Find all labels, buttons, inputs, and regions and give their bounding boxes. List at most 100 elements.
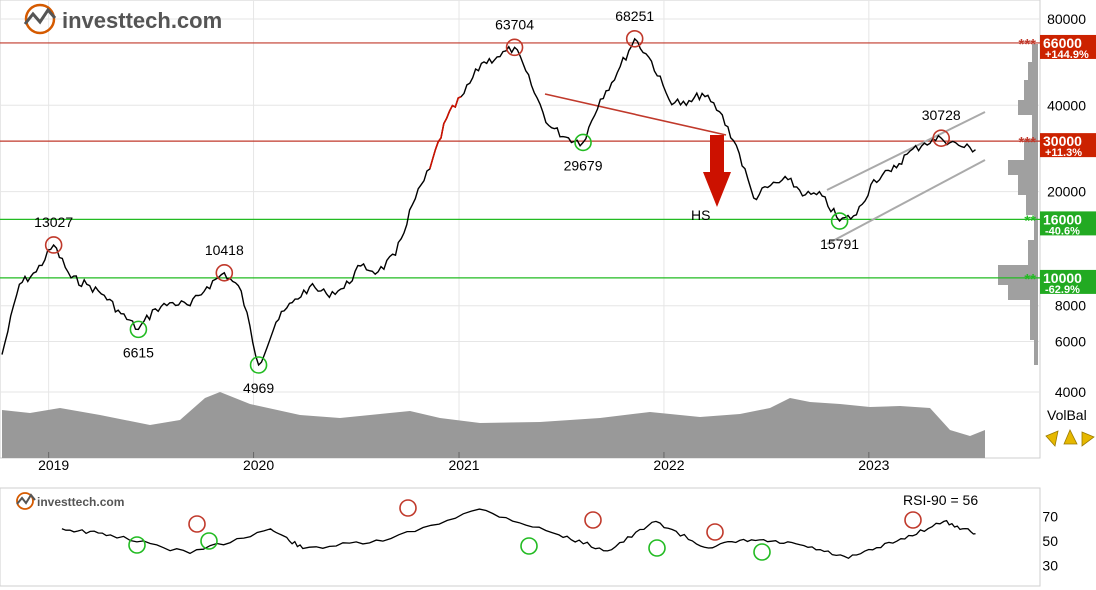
extreme-marker: [932, 129, 951, 147]
volume-profile-bar: [1032, 115, 1038, 140]
rsi-logo[interactable]: investtech.com: [16, 492, 124, 510]
rsi-panel-frame: [0, 487, 1041, 587]
sell-arrow-icon: [703, 135, 731, 207]
volume-profile-bar: [1034, 340, 1038, 365]
rsi-panel: 70 50 30 investtech.com RSI-90 = 56: [0, 487, 1058, 587]
logo-chart-icon: [23, 7, 57, 25]
support-resistance-lines: [0, 42, 1040, 279]
extreme-markers: 13027 6615 10418 4969 63704 29679 68251 15791 30…: [34, 8, 961, 396]
extreme-label: 63704: [495, 16, 534, 32]
level-badge-bg: [1040, 269, 1096, 294]
rsi-value-label: RSI-90 = 56: [903, 492, 978, 508]
channel-upper-line: [826, 111, 986, 191]
level-badge-value: 30000: [1043, 133, 1082, 149]
level-badge-change: +11.3%: [1045, 147, 1082, 159]
logo-ring-icon: [24, 3, 56, 35]
level-badge-change: -40.6%: [1045, 225, 1080, 237]
rsi-tick-label: 70: [1042, 508, 1058, 524]
volume-profile-bar: [1028, 240, 1038, 265]
rsi-extreme-marker: [399, 499, 417, 517]
level-stars: **: [1024, 271, 1036, 288]
extreme-label: 15791: [820, 236, 859, 252]
volume-balance-fill: [2, 392, 985, 458]
extreme-label: 13027: [34, 214, 73, 230]
rsi-logo-text: investtech.com: [37, 495, 124, 509]
rsi-extreme-marker: [753, 543, 771, 561]
head-shoulders-neckline: [544, 93, 727, 136]
price-series: [1, 37, 976, 367]
extreme-marker: [830, 212, 849, 230]
level-badge-change: -62.9%: [1045, 284, 1080, 296]
trend-channel: [826, 111, 986, 245]
volume-profile-bar: [1018, 100, 1038, 115]
price-line: [1, 37, 976, 367]
extreme-marker: [129, 320, 148, 339]
volume-balance-area: [2, 392, 985, 458]
volume-profile-bar: [1008, 285, 1038, 300]
rsi-markers: [128, 499, 922, 561]
rsi-extreme-marker: [648, 539, 666, 557]
volume-profile-bar: [1030, 300, 1038, 340]
level-badges: *** 66000+144.9% *** 30000+11.3% ** 16000-40.…: [1018, 34, 1096, 296]
rsi-extreme-marker: [584, 511, 602, 529]
extreme-marker: [215, 264, 234, 282]
level-badge-bg: [1040, 211, 1096, 236]
rsi-logo-ring-icon: [16, 492, 34, 510]
level-badge-value: 16000: [1043, 211, 1082, 227]
price-tick-label: 8000: [1055, 298, 1086, 314]
rsi-tick-label: 30: [1042, 558, 1058, 574]
level-stars: ***: [1018, 134, 1036, 151]
volume-profile-bar: [1024, 80, 1038, 100]
volbal-label: VolBal: [1047, 407, 1087, 423]
volume-profile-bar: [998, 265, 1038, 285]
volume-profile-bar: [1024, 140, 1038, 160]
price-panel-frame: [0, 0, 1041, 459]
rsi-series: [61, 508, 976, 560]
extreme-label: 68251: [615, 8, 654, 24]
price-axis: 80000 40000 20000 8000 6000 4000: [1047, 11, 1086, 400]
time-axis: 2019 2020 2021 2022 2023: [38, 452, 890, 473]
volume-profile-bar: [1034, 215, 1038, 240]
logo-text: investtech.com: [62, 8, 222, 33]
extreme-label: 6615: [123, 344, 154, 360]
level-badge-bg: [1040, 133, 1096, 158]
price-tick-label: 40000: [1047, 97, 1086, 113]
price-tick-label: 6000: [1055, 334, 1086, 350]
time-tick-label: 2021: [448, 457, 479, 473]
volbal-arrow-up-icon: [1063, 429, 1078, 445]
extreme-marker: [249, 356, 268, 374]
price-line-signal-segment: [429, 95, 462, 170]
extreme-label: 30728: [922, 107, 961, 123]
volume-profile-bar: [1026, 195, 1038, 215]
volume-profile-bar: [1028, 62, 1038, 80]
channel-lower-line: [826, 159, 986, 245]
extreme-label: 10418: [205, 242, 244, 258]
neckline-line: [544, 93, 727, 136]
time-tick-label: 2022: [653, 457, 684, 473]
rsi-extreme-marker: [200, 532, 218, 550]
level-badge-value: 10000: [1043, 270, 1082, 286]
price-tick-label: 20000: [1047, 184, 1086, 200]
rsi-extreme-marker: [706, 523, 724, 541]
volbal-arrow-down-icon: [1045, 430, 1059, 447]
price-tick-label: 80000: [1047, 11, 1086, 27]
level-badge-change: +144.9%: [1045, 49, 1089, 61]
rsi-extreme-marker: [520, 537, 538, 555]
price-tick-label: 4000: [1055, 384, 1086, 400]
price-panel: 13027 6615 10418 4969 63704 29679 68251 15791 30…: [0, 0, 1096, 473]
volume-profile-bar: [1018, 175, 1038, 195]
level-badge-value: 66000: [1043, 35, 1082, 51]
pattern-label: HS: [691, 207, 710, 223]
extreme-marker: [625, 29, 644, 48]
sell-signal-arrow: [703, 135, 731, 207]
investtech-logo[interactable]: investtech.com: [23, 3, 222, 35]
price-grid: [0, 0, 1040, 458]
extreme-label: 4969: [243, 380, 274, 396]
level-stars: **: [1024, 212, 1036, 229]
rsi-tick-label: 50: [1042, 533, 1058, 549]
rsi-line: [61, 508, 976, 560]
volume-profile-bar: [1008, 160, 1038, 175]
volume-profile-bar: [1032, 44, 1038, 62]
level-stars: ***: [1018, 36, 1036, 53]
